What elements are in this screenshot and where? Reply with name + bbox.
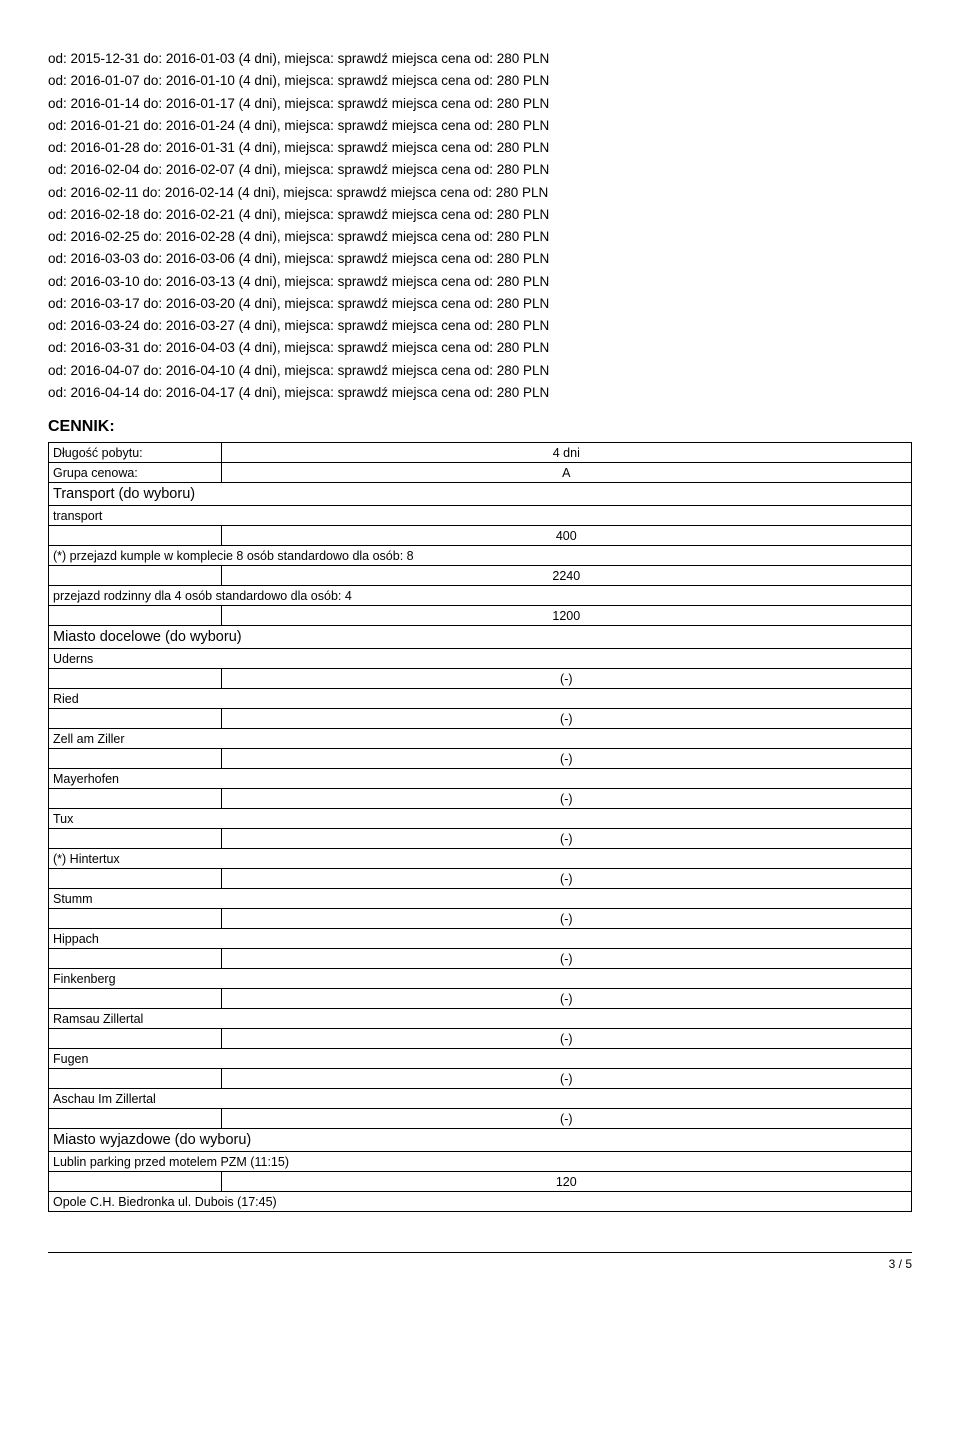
- dest-city-value: (-): [221, 829, 911, 849]
- dest-city-name: Fugen: [49, 1049, 912, 1069]
- dest-city-name: Tux: [49, 809, 912, 829]
- dest-city-empty: [49, 749, 222, 769]
- dest-city-empty: [49, 989, 222, 1009]
- dep-city-section: Miasto wyjazdowe (do wyboru): [49, 1129, 912, 1152]
- dest-city-empty: [49, 949, 222, 969]
- date-range-line: od: 2016-01-21 do: 2016-01-24 (4 dni), m…: [48, 115, 912, 137]
- transport-empty: [49, 526, 222, 546]
- dep-city-label-2: Opole C.H. Biedronka ul. Dubois (17:45): [49, 1192, 912, 1212]
- price-group-label: Grupa cenowa:: [49, 463, 222, 483]
- date-range-line: od: 2016-02-11 do: 2016-02-14 (4 dni), m…: [48, 182, 912, 204]
- dest-city-empty: [49, 829, 222, 849]
- dest-city-value: (-): [221, 1029, 911, 1049]
- transport-section: Transport (do wyboru): [49, 483, 912, 506]
- dest-city-name: Ried: [49, 689, 912, 709]
- dest-city-section: Miasto docelowe (do wyboru): [49, 626, 912, 649]
- date-range-line: od: 2016-04-07 do: 2016-04-10 (4 dni), m…: [48, 360, 912, 382]
- dest-city-value: (-): [221, 789, 911, 809]
- dest-city-name: Stumm: [49, 889, 912, 909]
- date-range-line: od: 2016-03-31 do: 2016-04-03 (4 dni), m…: [48, 337, 912, 359]
- stay-value: 4 dni: [221, 443, 911, 463]
- date-range-line: od: 2016-01-07 do: 2016-01-10 (4 dni), m…: [48, 70, 912, 92]
- transport-value-1: 400: [221, 526, 911, 546]
- date-range-line: od: 2015-12-31 do: 2016-01-03 (4 dni), m…: [48, 48, 912, 70]
- dep-city-label-1: Lublin parking przed motelem PZM (11:15): [49, 1152, 912, 1172]
- dest-city-empty: [49, 869, 222, 889]
- dest-city-value: (-): [221, 909, 911, 929]
- date-range-line: od: 2016-01-28 do: 2016-01-31 (4 dni), m…: [48, 137, 912, 159]
- price-group-value: A: [221, 463, 911, 483]
- dest-city-empty: [49, 1029, 222, 1049]
- dest-city-empty: [49, 709, 222, 729]
- dest-city-empty: [49, 1069, 222, 1089]
- dest-city-empty: [49, 669, 222, 689]
- dest-city-value: (-): [221, 709, 911, 729]
- dest-city-name: Ramsau Zillertal: [49, 1009, 912, 1029]
- transport-sub: transport: [49, 506, 912, 526]
- transport-empty-3: [49, 606, 222, 626]
- transport-label-3: przejazd rodzinny dla 4 osób standardowo…: [49, 586, 912, 606]
- date-range-line: od: 2016-02-04 do: 2016-02-07 (4 dni), m…: [48, 159, 912, 181]
- dest-city-value: (-): [221, 949, 911, 969]
- dest-city-name: Finkenberg: [49, 969, 912, 989]
- transport-value-2: 2240: [221, 566, 911, 586]
- date-range-list: od: 2015-12-31 do: 2016-01-03 (4 dni), m…: [48, 48, 912, 404]
- stay-label: Długość pobytu:: [49, 443, 222, 463]
- dest-city-value: (-): [221, 669, 911, 689]
- transport-label-2: (*) przejazd kumple w komplecie 8 osób s…: [49, 546, 912, 566]
- date-range-line: od: 2016-03-17 do: 2016-03-20 (4 dni), m…: [48, 293, 912, 315]
- dest-city-value: (-): [221, 1109, 911, 1129]
- transport-value-3: 1200: [221, 606, 911, 626]
- page-number: 3 / 5: [48, 1252, 912, 1271]
- dest-city-name: Uderns: [49, 649, 912, 669]
- transport-empty-2: [49, 566, 222, 586]
- dest-city-value: (-): [221, 989, 911, 1009]
- dest-city-name: Mayerhofen: [49, 769, 912, 789]
- dest-city-value: (-): [221, 869, 911, 889]
- date-range-line: od: 2016-03-03 do: 2016-03-06 (4 dni), m…: [48, 248, 912, 270]
- dep-city-value-1: 120: [221, 1172, 911, 1192]
- date-range-line: od: 2016-03-24 do: 2016-03-27 (4 dni), m…: [48, 315, 912, 337]
- dest-city-empty: [49, 1109, 222, 1129]
- date-range-line: od: 2016-04-14 do: 2016-04-17 (4 dni), m…: [48, 382, 912, 404]
- date-range-line: od: 2016-02-25 do: 2016-02-28 (4 dni), m…: [48, 226, 912, 248]
- date-range-line: od: 2016-01-14 do: 2016-01-17 (4 dni), m…: [48, 93, 912, 115]
- date-range-line: od: 2016-03-10 do: 2016-03-13 (4 dni), m…: [48, 271, 912, 293]
- dest-city-name: (*) Hintertux: [49, 849, 912, 869]
- date-range-line: od: 2016-02-18 do: 2016-02-21 (4 dni), m…: [48, 204, 912, 226]
- dep-city-empty-1: [49, 1172, 222, 1192]
- pricing-table: Długość pobytu: 4 dni Grupa cenowa: A Tr…: [48, 442, 912, 1212]
- dest-city-empty: [49, 909, 222, 929]
- dest-city-empty: [49, 789, 222, 809]
- dest-city-value: (-): [221, 749, 911, 769]
- dest-city-value: (-): [221, 1069, 911, 1089]
- dest-city-name: Aschau Im Zillertal: [49, 1089, 912, 1109]
- cennik-heading: CENNIK:: [48, 418, 912, 436]
- dest-city-name: Hippach: [49, 929, 912, 949]
- dest-city-name: Zell am Ziller: [49, 729, 912, 749]
